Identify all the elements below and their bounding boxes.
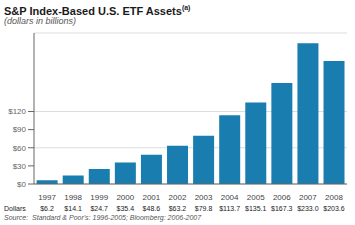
svg-text:$35.4: $35.4 — [117, 205, 135, 212]
svg-text:2008: 2008 — [325, 193, 343, 202]
svg-text:$0: $0 — [17, 180, 26, 189]
svg-text:2003: 2003 — [195, 193, 213, 202]
html-text:(dollars in billions): (dollars in billions) — [4, 16, 76, 26]
svg-text:Dollars: Dollars — [8, 205, 26, 212]
svg-text:2007: 2007 — [299, 193, 317, 202]
svg-text:2001: 2001 — [142, 193, 160, 202]
svg-text:$167.3: $167.3 — [271, 205, 293, 212]
svg-text:$60: $60 — [13, 144, 27, 153]
svg-text:$48.6: $48.6 — [143, 205, 161, 212]
svg-text:$203.6: $203.6 — [323, 205, 345, 212]
html-text:Source: Standard & Poor's: 199: Source: Standard & Poor's: 1996-2005; Bl… — [4, 214, 202, 221]
svg-text:2004: 2004 — [221, 193, 239, 202]
html-text:S&P Index-Based U.S. ETF Asset: S&P Index-Based U.S. ETF Assets(a) — [4, 4, 191, 17]
svg-text:1998: 1998 — [64, 193, 82, 202]
svg-text:2002: 2002 — [169, 193, 187, 202]
svg-text:$24.7: $24.7 — [90, 205, 108, 212]
svg-text:$120: $120 — [8, 107, 26, 116]
svg-text:2005: 2005 — [247, 193, 265, 202]
svg-text:2000: 2000 — [116, 193, 134, 202]
svg-text:$135.1: $135.1 — [245, 205, 267, 212]
svg-text:$6.2: $6.2 — [40, 205, 54, 212]
svg-text:$90: $90 — [13, 125, 27, 134]
svg-text:$113.7: $113.7 — [219, 205, 240, 212]
svg-text:$79.8: $79.8 — [195, 205, 213, 212]
svg-text:$30: $30 — [13, 162, 27, 171]
svg-text:2006: 2006 — [273, 193, 291, 202]
svg-text:$63.2: $63.2 — [169, 205, 187, 212]
svg-text:1997: 1997 — [38, 193, 56, 202]
svg-text:$14.1: $14.1 — [64, 205, 82, 212]
svg-text:$233.0: $233.0 — [297, 205, 319, 212]
svg-text:1999: 1999 — [90, 193, 108, 202]
